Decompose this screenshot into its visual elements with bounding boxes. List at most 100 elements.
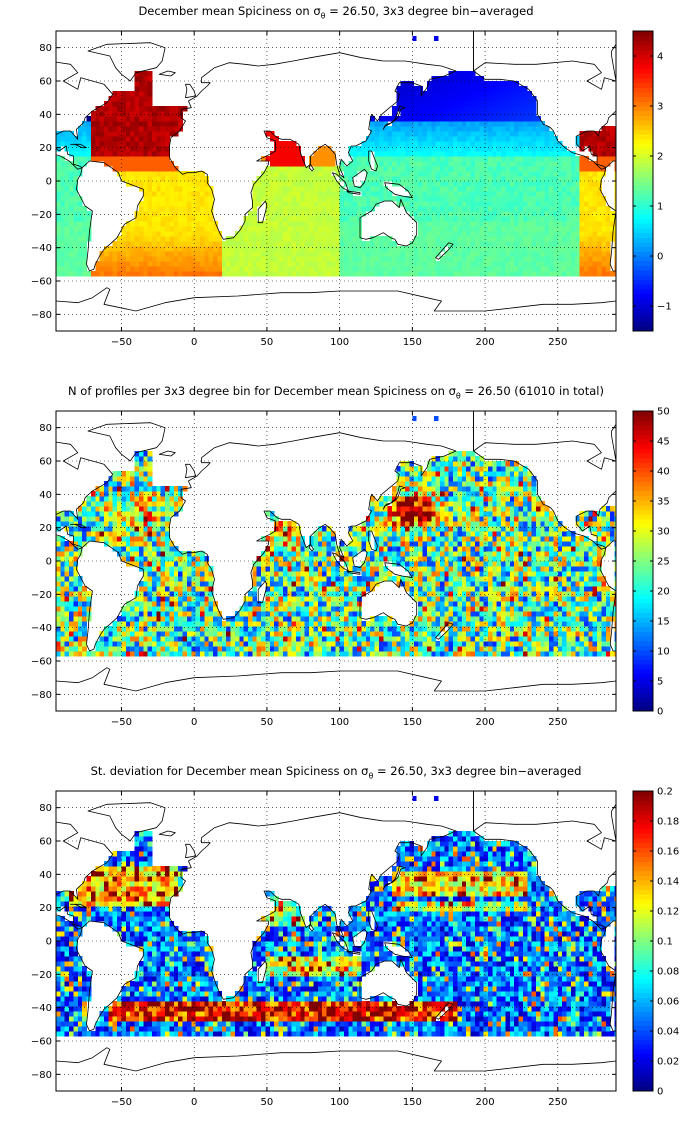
heatmap-cell: [104, 136, 109, 141]
heatmap-cell: [69, 241, 74, 246]
heatmap-cell: [453, 181, 458, 186]
heatmap-cell: [484, 121, 489, 126]
heatmap-cell: [527, 221, 532, 226]
heatmap-cell: [549, 241, 554, 246]
heatmap-cell: [87, 136, 92, 141]
heatmap-cell: [405, 126, 410, 131]
heatmap-cell: [471, 146, 476, 151]
heatmap-cell: [104, 141, 109, 146]
heatmap-cell: [331, 256, 336, 261]
heatmap-cell: [191, 271, 196, 276]
heatmap-cell: [279, 591, 284, 596]
heatmap-cell: [601, 246, 606, 251]
heatmap-cell: [191, 196, 196, 201]
heatmap-cell: [401, 261, 406, 266]
heatmap-cell: [479, 171, 484, 176]
heatmap-cell: [60, 616, 65, 621]
heatmap-cell: [148, 86, 153, 91]
heatmap-cell: [283, 546, 288, 551]
heatmap-cell: [615, 156, 620, 161]
heatmap-cell: [174, 616, 179, 621]
heatmap-cell: [313, 156, 318, 161]
heatmap-cell: [108, 651, 113, 656]
heatmap-cell: [601, 241, 606, 246]
heatmap-cell: [444, 76, 449, 81]
heatmap-cell: [440, 261, 445, 266]
heatmap-cell: [545, 231, 550, 236]
heatmap-cell: [348, 211, 353, 216]
colorbar-step: [633, 120, 653, 125]
heatmap-cell: [165, 181, 170, 186]
heatmap-cell: [108, 501, 113, 506]
heatmap-cell: [204, 266, 209, 271]
heatmap-cell: [361, 186, 366, 191]
heatmap-cell: [353, 156, 358, 161]
heatmap-cell: [283, 571, 288, 576]
heatmap-cell: [414, 266, 419, 271]
heatmap-cell: [65, 216, 70, 221]
heatmap-cell: [492, 161, 497, 166]
heatmap-cell: [484, 111, 489, 116]
heatmap-cell: [453, 156, 458, 161]
heatmap-cell: [466, 161, 471, 166]
heatmap-cell: [152, 591, 157, 596]
heatmap-cell: [152, 521, 157, 526]
heatmap-cell: [475, 221, 480, 226]
heatmap-cell: [226, 626, 231, 631]
heatmap-cell: [409, 261, 414, 266]
heatmap-cell: [135, 171, 140, 176]
heatmap-cell: [484, 151, 489, 156]
heatmap-cell: [139, 231, 144, 236]
heatmap-cell: [606, 241, 611, 246]
heatmap-cell: [331, 196, 336, 201]
heatmap-cell: [379, 146, 384, 151]
heatmap-cell: [82, 136, 87, 141]
heatmap-cell: [113, 471, 118, 476]
heatmap-cell: [601, 266, 606, 271]
heatmap-cell: [553, 226, 558, 231]
heatmap-cell: [414, 106, 419, 111]
heatmap-cell: [130, 641, 135, 646]
heatmap-cell: [457, 166, 462, 171]
heatmap-cell: [130, 476, 135, 481]
heatmap-cell: [165, 641, 170, 646]
heatmap-cell: [174, 176, 179, 181]
heatmap-cell: [449, 201, 454, 206]
heatmap-cell: [514, 241, 519, 246]
heatmap-cell: [331, 251, 336, 256]
heatmap-cell: [274, 616, 279, 621]
heatmap-cell: [191, 241, 196, 246]
heatmap-cell: [148, 606, 153, 611]
heatmap-cell: [126, 636, 131, 641]
heatmap-cell: [501, 151, 506, 156]
heatmap-cell: [527, 191, 532, 196]
heatmap-cell: [479, 251, 484, 256]
heatmap-cell: [148, 266, 153, 271]
heatmap-cell: [309, 271, 314, 276]
heatmap-cell: [401, 246, 406, 251]
heatmap-cell: [562, 156, 567, 161]
heatmap-cell: [505, 96, 510, 101]
heatmap-cell: [444, 261, 449, 266]
heatmap-cell: [497, 231, 502, 236]
heatmap-cell: [558, 211, 563, 216]
heatmap-cell: [287, 211, 292, 216]
heatmap-cell: [187, 566, 192, 571]
heatmap-cell: [593, 221, 598, 226]
heatmap-cell: [148, 611, 153, 616]
heatmap-cell: [213, 261, 218, 266]
heatmap-cell: [514, 116, 519, 121]
heatmap-cell: [183, 206, 188, 211]
heatmap-cell: [519, 86, 524, 91]
colorbar-step: [633, 134, 653, 139]
heatmap-cell: [274, 631, 279, 636]
heatmap-cell: [283, 606, 288, 611]
heatmap-cell: [130, 136, 135, 141]
heatmap-cell: [536, 216, 541, 221]
heatmap-cell: [536, 206, 541, 211]
heatmap-cell: [139, 271, 144, 276]
heatmap-cell: [444, 106, 449, 111]
heatmap-cell: [488, 106, 493, 111]
heatmap-cell: [139, 456, 144, 461]
heatmap-cell: [514, 261, 519, 266]
